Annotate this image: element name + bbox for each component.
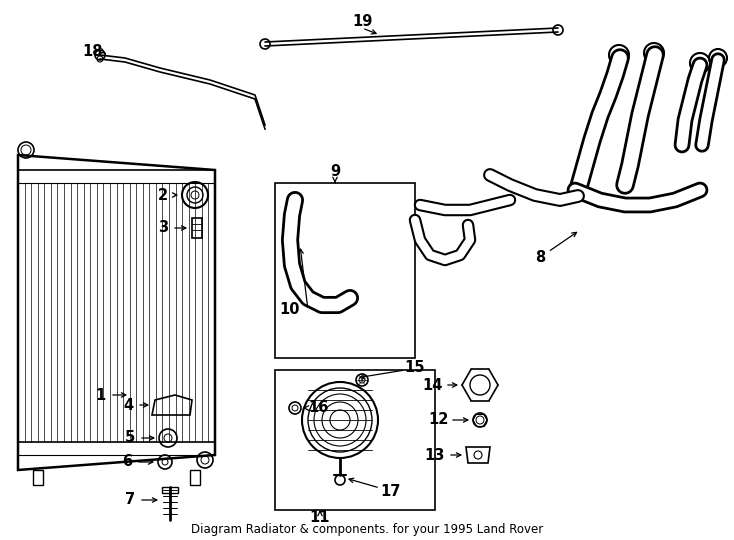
Bar <box>192 218 202 238</box>
Text: 14: 14 <box>422 377 442 393</box>
Text: 6: 6 <box>122 455 132 469</box>
Text: 18: 18 <box>83 44 103 59</box>
Text: 5: 5 <box>125 430 135 445</box>
Bar <box>33 470 43 485</box>
Circle shape <box>164 434 172 442</box>
Text: 12: 12 <box>428 413 448 428</box>
Text: 15: 15 <box>404 361 425 375</box>
Text: 7: 7 <box>125 492 135 508</box>
Text: 9: 9 <box>330 165 340 179</box>
Text: 17: 17 <box>379 484 400 500</box>
Text: 13: 13 <box>425 448 446 462</box>
Text: 2: 2 <box>158 187 168 202</box>
Text: 1: 1 <box>95 388 105 402</box>
Text: 11: 11 <box>310 510 330 525</box>
Text: 4: 4 <box>123 397 133 413</box>
Text: Diagram Radiator & components. for your 1995 Land Rover: Diagram Radiator & components. for your … <box>191 523 543 537</box>
Bar <box>162 487 178 493</box>
Text: 19: 19 <box>352 15 372 30</box>
Text: 16: 16 <box>308 401 328 415</box>
Bar <box>275 370 435 510</box>
Bar <box>190 470 200 485</box>
Text: 3: 3 <box>158 220 168 235</box>
Bar <box>275 183 415 358</box>
Text: 8: 8 <box>535 251 545 266</box>
Text: 10: 10 <box>280 302 300 318</box>
